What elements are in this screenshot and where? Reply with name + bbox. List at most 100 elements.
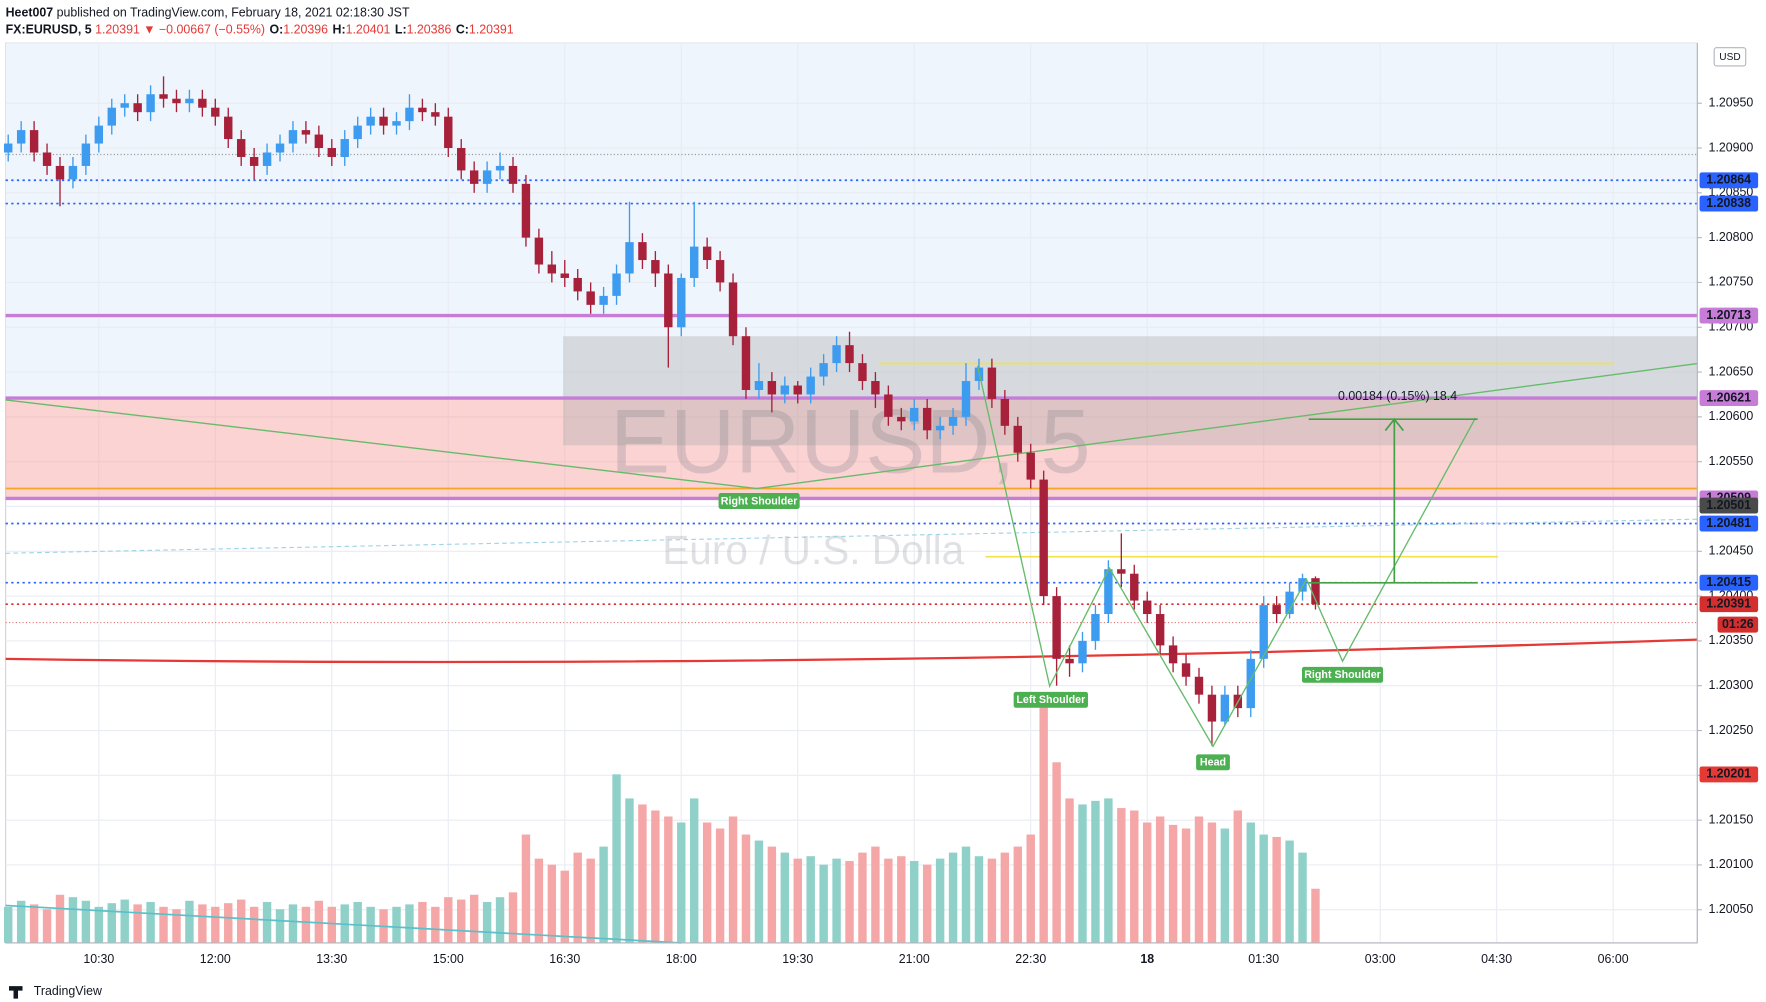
- y-tick-label: 1.20900: [1709, 140, 1754, 154]
- volume-bar: [211, 906, 220, 943]
- volume-bar: [1091, 800, 1100, 943]
- volume-bar: [1143, 822, 1152, 943]
- publisher: Heet007: [6, 6, 54, 20]
- y-tick-label: 1.20850: [1709, 185, 1754, 199]
- x-tick-label: 18: [1140, 952, 1154, 966]
- volume-bar: [1078, 804, 1087, 943]
- candle-body: [314, 134, 324, 149]
- volume-bar: [68, 897, 78, 943]
- volume-bar: [236, 899, 246, 943]
- candle-body: [1130, 573, 1139, 601]
- candle-body: [379, 116, 388, 126]
- candle-body: [767, 381, 777, 395]
- ohlc-label: H:: [333, 23, 346, 37]
- volume-bar: [146, 901, 155, 943]
- candle-body: [1026, 452, 1035, 480]
- volume-bar: [1220, 828, 1230, 943]
- candle-body: [1207, 694, 1217, 722]
- volume-bar: [677, 822, 686, 943]
- symbol: FX:EURUSD, 5: [6, 23, 92, 37]
- ohlc-label: O:: [269, 23, 283, 37]
- volume-bar: [832, 858, 841, 943]
- price-label: 1.20201: [1706, 767, 1751, 781]
- last-price: 1.20391: [95, 23, 140, 37]
- y-tick-label: 1.20600: [1709, 409, 1754, 423]
- neckline: [5, 362, 1698, 490]
- price-label-box: [1699, 307, 1759, 324]
- volume-bar: [922, 864, 932, 943]
- tag-text: Left Shoulder: [1016, 694, 1086, 706]
- volume-bar: [819, 864, 828, 943]
- countdown-box: [1717, 616, 1759, 633]
- published: published on TradingView.com, February 1…: [57, 6, 410, 20]
- volume-bar: [353, 901, 362, 943]
- volume-bar: [1194, 816, 1204, 943]
- volume-bar: [1130, 810, 1139, 943]
- tag-text: Right Shoulder: [1304, 669, 1381, 681]
- candle-body: [146, 94, 155, 113]
- price-label-box: [1699, 195, 1759, 212]
- candle-body: [1091, 614, 1100, 641]
- watermark-sub: Euro / U.S. Dolla: [662, 527, 964, 573]
- price-label: 1.20391: [1706, 596, 1751, 610]
- x-tick-label: 13:30: [316, 952, 347, 966]
- volume-bar: [689, 798, 699, 943]
- volume-bar: [508, 892, 518, 943]
- volume-bar: [599, 846, 608, 943]
- candle-body: [224, 116, 233, 140]
- x-tick-label: 16:30: [549, 952, 580, 966]
- measure-label: 0.00184 (0.15%) 18.4: [1338, 389, 1457, 403]
- volume-bar: [81, 900, 91, 943]
- candle-body: [366, 116, 375, 126]
- x-tick-label: 06:00: [1598, 952, 1629, 966]
- candle-body: [547, 264, 557, 274]
- candle-body: [4, 143, 13, 153]
- candle-body: [910, 407, 919, 422]
- volume-bar: [392, 906, 401, 943]
- volume-bar: [728, 816, 738, 943]
- candle-body: [431, 112, 440, 117]
- candle-body: [1194, 676, 1204, 695]
- candle-body: [495, 165, 505, 171]
- volume-bar: [327, 906, 337, 943]
- candle-body: [599, 295, 608, 305]
- candle-body: [392, 121, 401, 126]
- volume-bar: [314, 900, 324, 943]
- volume-bar: [1298, 852, 1307, 943]
- candle-body: [728, 282, 738, 337]
- candle-body: [871, 381, 880, 395]
- candle-body: [1246, 658, 1255, 709]
- countdown: 01:26: [1722, 617, 1754, 631]
- price-label: 1.20713: [1706, 308, 1751, 322]
- candle-body: [1155, 614, 1165, 646]
- candle-body: [1285, 591, 1294, 615]
- x-tick-label: 04:30: [1481, 952, 1512, 966]
- tag: [1301, 666, 1384, 683]
- ohlc-value: 1.20391: [469, 23, 514, 37]
- tag-text: Right Shoulder: [721, 495, 798, 507]
- ohlc-value: 1.20401: [346, 23, 391, 37]
- volume-bar: [198, 904, 207, 943]
- volume-bar: [172, 909, 181, 943]
- volume-bar: [1026, 834, 1035, 943]
- volume-bar: [1168, 824, 1178, 943]
- price-label-box: [1699, 515, 1759, 532]
- candle-body: [651, 260, 660, 274]
- volume-bar: [1207, 822, 1217, 943]
- volume-bar: [469, 894, 479, 943]
- candle-body: [754, 381, 764, 390]
- volume-bar: [1272, 836, 1281, 943]
- candle-body: [172, 98, 181, 104]
- x-tick-label: 10:30: [83, 952, 114, 966]
- y-tick-label: 1.20100: [1709, 857, 1754, 871]
- candle-body: [1220, 694, 1230, 722]
- volume-bar: [638, 804, 647, 943]
- ohlc-value: 1.20396: [283, 23, 328, 37]
- volume-bar: [754, 840, 764, 943]
- y-tick-label: 1.20750: [1709, 275, 1754, 289]
- candle-body: [508, 165, 518, 184]
- candle-body: [185, 98, 194, 104]
- volume-bar: [1233, 810, 1243, 943]
- volume-bar: [275, 909, 285, 943]
- candle-body: [961, 381, 971, 417]
